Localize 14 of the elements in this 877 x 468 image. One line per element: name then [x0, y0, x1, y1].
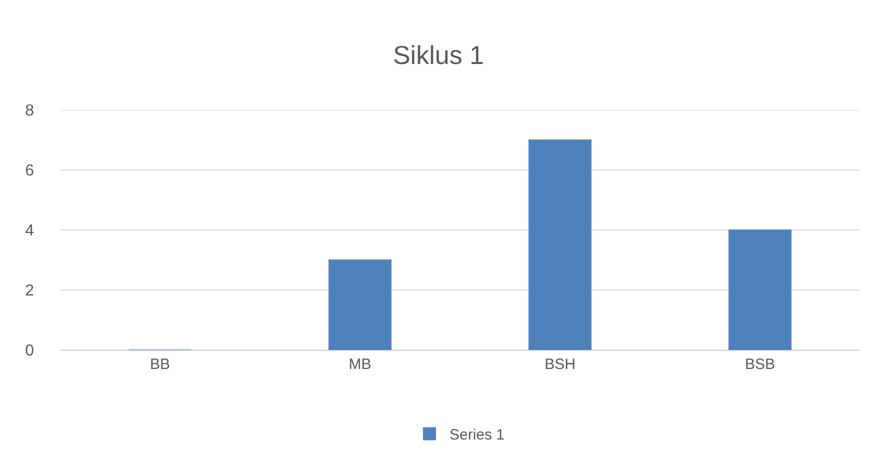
legend-label: Series 1	[450, 426, 505, 444]
x-tick-label: MB	[348, 356, 372, 373]
y-tick-label: 0	[25, 342, 34, 360]
y-tick-label: 6	[25, 162, 34, 180]
bar	[528, 140, 592, 350]
bar	[728, 230, 792, 350]
bar	[328, 260, 392, 350]
y-tick-label: 8	[25, 102, 34, 120]
chart-title: Siklus 1	[392, 40, 484, 70]
x-tick-label: BSB	[744, 356, 776, 373]
x-tick-label: BB	[150, 356, 170, 373]
y-tick-label: 2	[25, 282, 34, 300]
y-tick-label: 4	[25, 222, 34, 240]
x-tick-label: BSH	[544, 356, 576, 373]
